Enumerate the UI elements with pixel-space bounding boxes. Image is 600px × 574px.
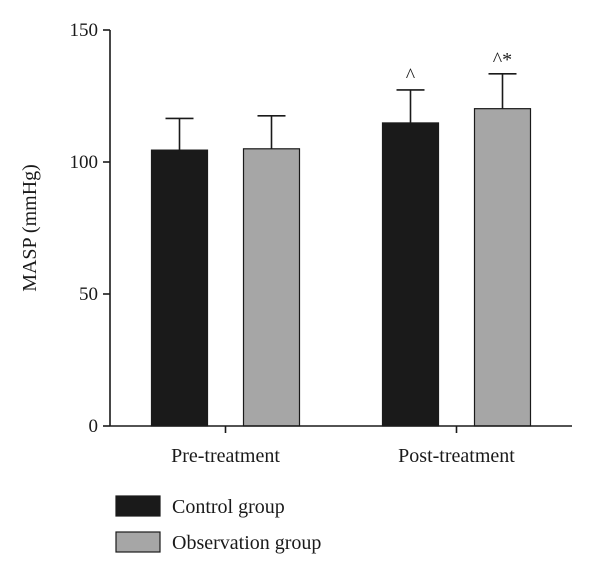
- significance-annotation: ^: [406, 65, 416, 87]
- y-tick-label: 150: [70, 20, 99, 41]
- y-tick-label: 50: [79, 284, 98, 305]
- legend-label: Observation group: [172, 532, 321, 554]
- bar: [242, 148, 301, 427]
- x-tick-label: Post-treatment: [398, 445, 515, 467]
- y-tick-label: 0: [89, 416, 99, 437]
- bar: [150, 149, 209, 427]
- x-tick-label: Pre-treatment: [171, 445, 280, 467]
- plot-area: ^ ^*: [150, 49, 532, 427]
- legend-swatch: [115, 495, 161, 517]
- y-tick-label: 100: [70, 152, 99, 173]
- legend: Control group Observation group: [115, 495, 321, 554]
- y-axis-label: MASP (mmHg): [19, 164, 41, 292]
- y-axis: 0 50 100 150: [70, 20, 111, 437]
- legend-label: Control group: [172, 496, 285, 518]
- bar: [381, 122, 440, 427]
- bar: [473, 108, 532, 427]
- x-axis: Pre-treatment Post-treatment: [110, 425, 572, 467]
- legend-swatch: [115, 531, 161, 553]
- significance-annotation: ^*: [493, 49, 512, 71]
